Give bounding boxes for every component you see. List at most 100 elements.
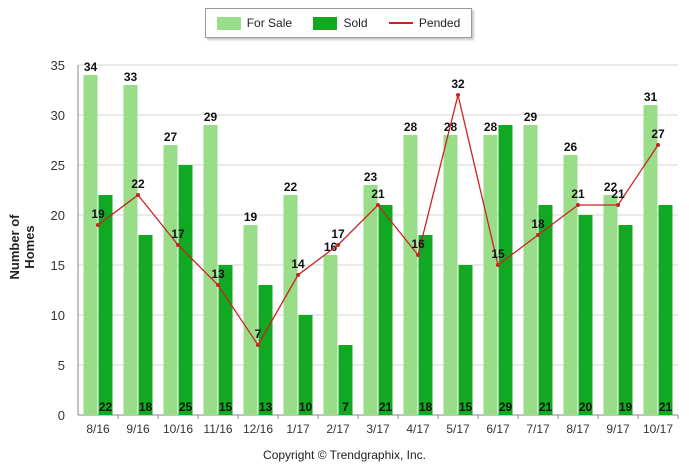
bar-for-sale <box>83 75 98 415</box>
data-label-pended: 17 <box>171 227 185 241</box>
y-tick-label: 25 <box>51 158 65 173</box>
x-tick-label: 12/16 <box>243 422 273 436</box>
bar-sold <box>378 205 393 415</box>
data-label-sold: 21 <box>379 400 393 414</box>
bar-for-sale <box>563 155 578 415</box>
bar-sold <box>258 285 273 415</box>
x-tick-label: 3/17 <box>366 422 390 436</box>
legend-swatch-pended <box>388 22 413 24</box>
data-label-pended: 14 <box>291 257 305 271</box>
bar-sold <box>538 205 553 415</box>
data-label-for-sale: 31 <box>644 90 658 104</box>
x-tick-label: 6/17 <box>486 422 510 436</box>
y-axis-label: Number of Homes <box>7 214 37 280</box>
bar-sold <box>338 345 353 415</box>
x-tick-label: 8/16 <box>86 422 110 436</box>
data-label-sold: 13 <box>259 400 273 414</box>
legend-label-for-sale: For Sale <box>246 16 293 30</box>
bar-sold <box>298 315 313 415</box>
y-tick-label: 0 <box>58 408 65 423</box>
bar-for-sale <box>443 135 458 415</box>
x-tick-label: 9/17 <box>606 422 630 436</box>
y-tick-label: 35 <box>51 58 65 73</box>
x-tick-label: 9/16 <box>126 422 150 436</box>
data-label-for-sale: 34 <box>84 60 98 74</box>
y-tick-label: 10 <box>51 308 65 323</box>
data-label-for-sale: 29 <box>204 110 218 124</box>
x-tick-label: 4/17 <box>406 422 430 436</box>
bar-sold <box>178 165 193 415</box>
point-pended <box>176 243 180 247</box>
data-label-pended: 32 <box>451 77 465 91</box>
copyright-text: Copyright © Trendgraphix, Inc. <box>263 448 426 462</box>
data-label-for-sale: 19 <box>244 210 258 224</box>
point-pended <box>456 93 460 97</box>
data-label-sold: 18 <box>139 400 153 414</box>
data-label-pended: 21 <box>571 187 585 201</box>
x-tick-label: 1/17 <box>286 422 310 436</box>
bar-for-sale <box>243 225 258 415</box>
bar-sold <box>458 265 473 415</box>
data-label-pended: 13 <box>211 267 225 281</box>
bar-for-sale <box>283 195 298 415</box>
data-label-sold: 21 <box>659 400 673 414</box>
point-pended <box>576 203 580 207</box>
data-label-sold: 15 <box>219 400 233 414</box>
point-pended <box>416 253 420 257</box>
legend-item-sold: Sold <box>313 16 368 30</box>
y-tick-label: 30 <box>51 108 65 123</box>
point-pended <box>376 203 380 207</box>
legend-label-pended: Pended <box>418 16 461 30</box>
bar-sold <box>138 235 153 415</box>
legend-swatch-sold <box>313 16 338 30</box>
data-label-pended: 17 <box>331 227 345 241</box>
data-label-sold: 29 <box>499 400 513 414</box>
bar-for-sale <box>323 255 338 415</box>
data-label-pended: 27 <box>651 127 665 141</box>
data-label-sold: 21 <box>539 400 553 414</box>
data-label-sold: 20 <box>579 400 593 414</box>
bar-for-sale <box>363 185 378 415</box>
data-label-for-sale: 16 <box>324 240 338 254</box>
point-pended <box>216 283 220 287</box>
point-pended <box>256 343 260 347</box>
bar-for-sale <box>163 145 178 415</box>
bar-sold <box>418 235 433 415</box>
data-label-for-sale: 29 <box>524 110 538 124</box>
data-label-sold: 18 <box>419 400 433 414</box>
y-tick-label: 20 <box>51 208 65 223</box>
point-pended <box>136 193 140 197</box>
bar-sold <box>578 215 593 415</box>
point-pended <box>536 233 540 237</box>
data-label-for-sale: 22 <box>284 180 298 194</box>
x-tick-label: 10/16 <box>163 422 193 436</box>
bar-for-sale <box>643 105 658 415</box>
x-tick-label: 5/17 <box>446 422 470 436</box>
data-label-pended: 15 <box>491 247 505 261</box>
x-tick-label: 11/16 <box>203 422 232 436</box>
data-label-sold: 7 <box>342 400 349 414</box>
data-label-pended: 22 <box>131 177 145 191</box>
legend-swatch-for-sale <box>216 16 241 30</box>
data-label-pended: 18 <box>531 217 545 231</box>
bar-for-sale <box>123 85 138 415</box>
bar-for-sale <box>483 135 498 415</box>
point-pended <box>616 203 620 207</box>
bar-sold <box>98 195 113 415</box>
data-label-for-sale: 28 <box>484 120 498 134</box>
point-pended <box>296 273 300 277</box>
data-label-for-sale: 23 <box>364 170 378 184</box>
data-label-for-sale: 33 <box>124 70 138 84</box>
data-label-sold: 22 <box>99 400 113 414</box>
bar-sold <box>498 125 513 415</box>
legend-label-sold: Sold <box>343 16 368 30</box>
bar-for-sale <box>203 125 218 415</box>
legend-item-pended: Pended <box>388 16 461 30</box>
data-label-for-sale: 27 <box>164 130 178 144</box>
data-label-sold: 10 <box>299 400 313 414</box>
bar-sold <box>618 225 633 415</box>
data-label-pended: 21 <box>611 187 625 201</box>
data-label-for-sale: 26 <box>564 140 578 154</box>
legend-item-for-sale: For Sale <box>216 16 293 30</box>
